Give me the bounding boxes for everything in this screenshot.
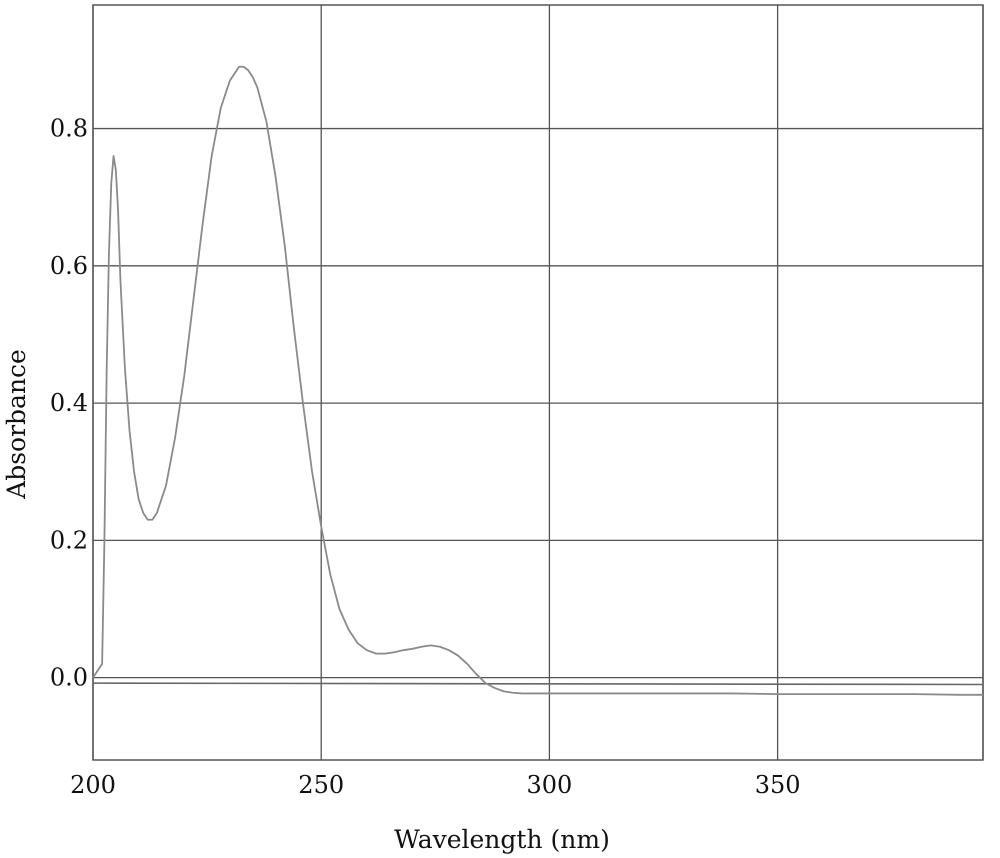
plot-frame [92, 4, 984, 761]
x-tick-label: 200 [70, 771, 116, 799]
x-tick-label: 300 [527, 771, 573, 799]
grid [92, 5, 984, 760]
y-tick-label: 0.6 [50, 252, 88, 280]
y-tick-label: 0.2 [50, 526, 88, 554]
baseline-line [92, 682, 984, 686]
x-axis-title: Wavelength (nm) [394, 825, 610, 854]
series-group [92, 65, 983, 696]
y-axis-title: Absorbance [2, 349, 31, 500]
x-tick-labels: 200 250 300 350 [70, 771, 800, 799]
y-tick-label: 0.0 [50, 664, 88, 692]
y-tick-label: 0.4 [50, 389, 88, 417]
baseline-polyline [92, 682, 984, 686]
x-tick-label: 250 [298, 771, 344, 799]
series-line [92, 65, 983, 696]
x-tick-label: 350 [755, 771, 801, 799]
y-tick-labels: 0.0 0.2 0.4 0.6 0.8 [50, 115, 88, 692]
y-tick-label: 0.8 [50, 115, 88, 143]
